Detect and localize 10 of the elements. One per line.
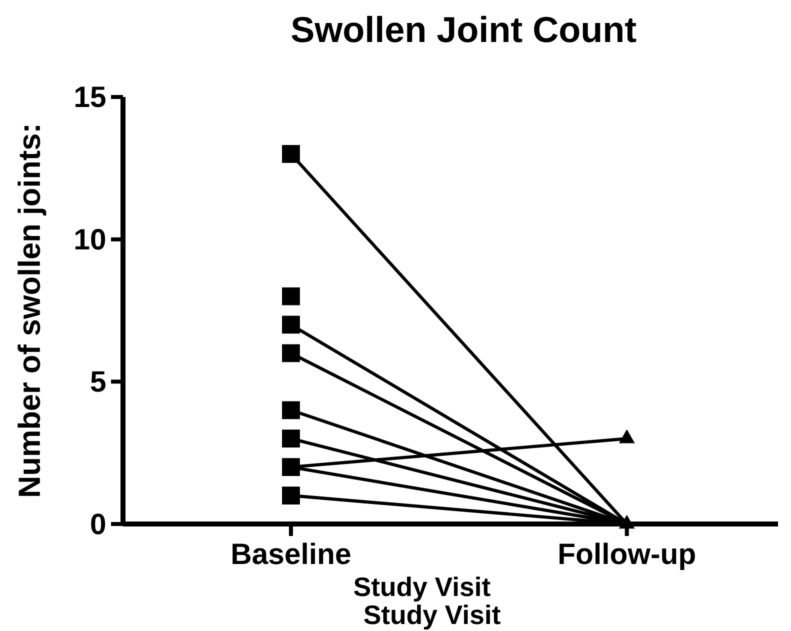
x-axis-title: Study Visit xyxy=(364,604,500,630)
chart-title: Swollen Joint Count xyxy=(292,16,636,42)
text: Study Visit xyxy=(354,576,490,602)
x-tick-label: Follow-up xyxy=(560,542,695,570)
y-tick-label: 0 xyxy=(91,514,106,534)
y-tick-label: 15 xyxy=(76,86,106,108)
y-tick-label: 10 xyxy=(76,228,106,250)
y-tick-label: 5 xyxy=(90,371,106,392)
y-axis-title: Number of swollen joints: xyxy=(18,126,46,496)
x-tick-label: Baseline xyxy=(232,542,350,564)
